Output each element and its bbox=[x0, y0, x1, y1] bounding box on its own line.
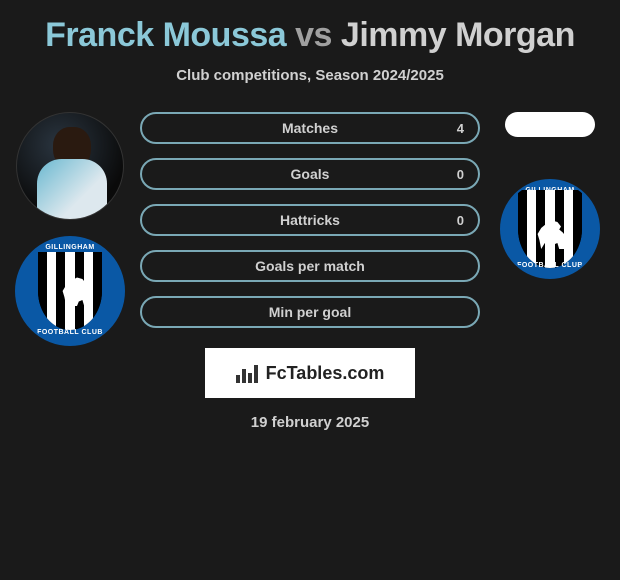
player1-column: GILLINGHAM FOOTBALL CLUB bbox=[10, 112, 130, 346]
subtitle: Club competitions, Season 2024/2025 bbox=[0, 67, 620, 84]
player1-photo bbox=[16, 112, 124, 220]
stat-label: Goals per match bbox=[255, 258, 365, 274]
stats-bars: Matches 4 Goals 0 Hattricks 0 Goals per … bbox=[140, 112, 480, 328]
badge-text-bottom: FOOTBALL CLUB bbox=[37, 329, 103, 336]
stat-label: Matches bbox=[282, 120, 338, 136]
badge-text-top: GILLINGHAM bbox=[45, 244, 94, 251]
page-title: Franck Moussa vs Jimmy Morgan bbox=[0, 16, 620, 55]
player1-name: Franck Moussa bbox=[45, 16, 286, 54]
stat-row-hattricks: Hattricks 0 bbox=[140, 204, 480, 236]
vs-label: vs bbox=[295, 16, 332, 54]
player1-club-badge: GILLINGHAM FOOTBALL CLUB bbox=[15, 236, 125, 346]
stat-label: Goals bbox=[291, 166, 330, 182]
stat-label: Hattricks bbox=[280, 212, 340, 228]
stats-container: GILLINGHAM FOOTBALL CLUB Matches 4 Goals… bbox=[0, 112, 620, 328]
brand-logo: FcTables.com bbox=[205, 348, 415, 398]
date: 19 february 2025 bbox=[0, 414, 620, 431]
stat-value: 4 bbox=[457, 121, 464, 136]
player2-name: Jimmy Morgan bbox=[341, 16, 575, 54]
player2-photo-placeholder bbox=[505, 112, 595, 137]
stat-value: 0 bbox=[457, 213, 464, 228]
stat-row-goals-per-match: Goals per match bbox=[140, 250, 480, 282]
stat-label: Min per goal bbox=[269, 304, 351, 320]
brand-text: FcTables.com bbox=[266, 363, 385, 384]
stat-row-goals: Goals 0 bbox=[140, 158, 480, 190]
badge-text-bottom: FOOTBALL CLUB bbox=[517, 262, 583, 269]
stat-row-min-per-goal: Min per goal bbox=[140, 296, 480, 328]
stat-row-matches: Matches 4 bbox=[140, 112, 480, 144]
player2-column: GILLINGHAM FOOTBALL CLUB bbox=[490, 112, 610, 279]
player2-club-badge: GILLINGHAM FOOTBALL CLUB bbox=[500, 179, 600, 279]
stat-value: 0 bbox=[457, 167, 464, 182]
chart-icon bbox=[236, 363, 260, 383]
